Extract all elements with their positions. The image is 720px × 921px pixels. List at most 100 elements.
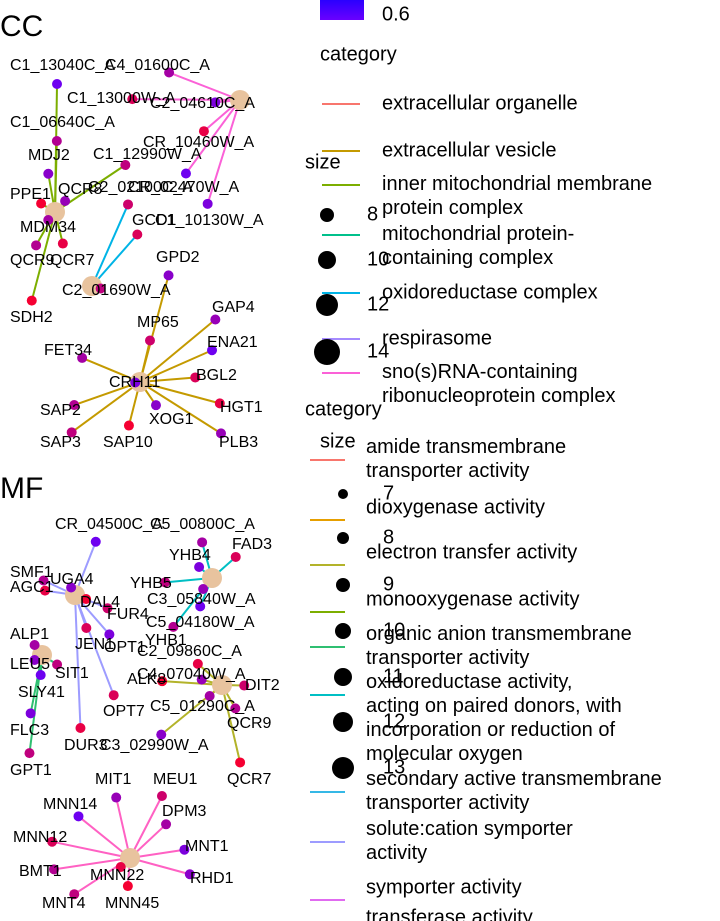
gene-node (35, 670, 46, 681)
gene-label: MNN12 (13, 829, 67, 846)
gene-label: MIT1 (95, 771, 132, 788)
gene-label: C3_05840W_A (147, 591, 256, 608)
gene-node (115, 862, 126, 872)
gene-label: MNN22 (90, 867, 144, 884)
gene-node (40, 585, 51, 596)
gene-label: C5_01290C_A (150, 698, 255, 715)
edge (139, 349, 213, 383)
gene-node (239, 680, 250, 691)
gene-label: SAP2 (40, 402, 81, 419)
gene-label: OPT7 (103, 703, 145, 720)
gene-label: C5_04180W_A (146, 614, 255, 631)
legend-label: solute:cation symporter activity (366, 818, 573, 864)
size-key (318, 251, 336, 269)
gene-label: C1_13000W_A (67, 90, 176, 107)
edge (139, 381, 222, 435)
edge (91, 204, 129, 287)
gene-node (184, 869, 195, 880)
gene-node (215, 428, 226, 439)
gene-label: FAD3 (232, 536, 272, 553)
legend-label: respirasome (382, 327, 492, 349)
size-key (320, 208, 334, 222)
legend-label: extracellular organelle (382, 92, 578, 114)
gene-label: MP65 (137, 314, 179, 331)
gene-node (230, 551, 241, 562)
gene-label: DIT2 (245, 677, 280, 694)
gene-node (31, 240, 42, 251)
gene-node (198, 584, 209, 594)
gene-node (123, 420, 134, 431)
gene-node (157, 676, 168, 687)
panel-title: MF (0, 472, 43, 505)
gene-node (150, 400, 161, 411)
gene-node (66, 427, 77, 438)
gene-node (168, 621, 179, 632)
gene-label: RHD1 (190, 870, 234, 887)
gene-label: MNT4 (42, 895, 86, 912)
edge (74, 594, 82, 729)
edge (129, 857, 191, 876)
gene-label: LEU5 (10, 656, 50, 673)
gene-node (51, 135, 62, 146)
gene-label: YHB1 (145, 632, 187, 649)
gene-label: CR_02470W_A (128, 179, 240, 196)
edge (51, 840, 131, 859)
gene-node (156, 729, 167, 740)
gene-node (207, 345, 218, 356)
gene-label: MNN45 (105, 895, 159, 912)
legend-label: monooxygenase activity (366, 588, 579, 610)
edge (129, 795, 163, 859)
edge (54, 140, 58, 213)
gene-label: XOG1 (149, 411, 194, 428)
legend-title: category (305, 398, 382, 420)
gene-node (210, 314, 221, 325)
gene-node (230, 703, 241, 714)
size-key (338, 489, 348, 499)
gene-label: ALP1 (10, 626, 49, 643)
gene-node (104, 629, 115, 640)
gene-label: DUR3 (64, 737, 108, 754)
gene-label: HGT1 (220, 399, 263, 416)
gene-label: QCR9 (227, 715, 272, 732)
gene-node (69, 889, 80, 900)
gene-node (77, 352, 88, 363)
gene-label: GPT1 (10, 762, 52, 779)
legend-label: symporter activity (366, 876, 522, 898)
gene-label: PLB3 (219, 434, 258, 451)
gene-label: C1_06640C_A (10, 114, 115, 131)
gene-node (43, 215, 54, 225)
gene-node (156, 791, 167, 801)
legend-label: organic anion transmembrane transporter a… (366, 623, 632, 669)
gene-node (36, 198, 47, 209)
gene-node (144, 335, 155, 346)
gene-node (163, 270, 174, 281)
gene-node (120, 160, 131, 171)
gene-label: FUR4 (107, 606, 149, 623)
category-node (120, 848, 140, 868)
gene-label: C4_07040W_A (137, 666, 246, 683)
gene-label: DAL4 (80, 594, 120, 611)
gene-node (214, 398, 225, 409)
edge (81, 356, 141, 383)
legend-label: 9 (383, 573, 394, 595)
size-key (332, 757, 354, 779)
nodes (24, 67, 250, 900)
size-key (333, 712, 353, 732)
gene-label: MDM34 (20, 219, 76, 236)
size-key (337, 532, 349, 544)
legend-label: oxidoreductase complex (382, 281, 598, 303)
legend-label: oxidoreductase activity, acting on paired… (366, 671, 622, 765)
gene-node (60, 196, 71, 206)
gene-node (102, 603, 113, 614)
gene-node (43, 168, 54, 179)
legend-label: 13 (383, 756, 405, 778)
size-key (316, 294, 338, 316)
legend-label: secondary active transmembrane transporte… (366, 768, 662, 814)
gene-node (81, 622, 92, 633)
edge (168, 71, 241, 101)
gene-node (29, 640, 40, 650)
edge (74, 594, 115, 696)
gene-label: ALK8 (127, 671, 166, 688)
gene-node (49, 864, 60, 875)
gene-label: CR_04500C_A (55, 516, 163, 533)
